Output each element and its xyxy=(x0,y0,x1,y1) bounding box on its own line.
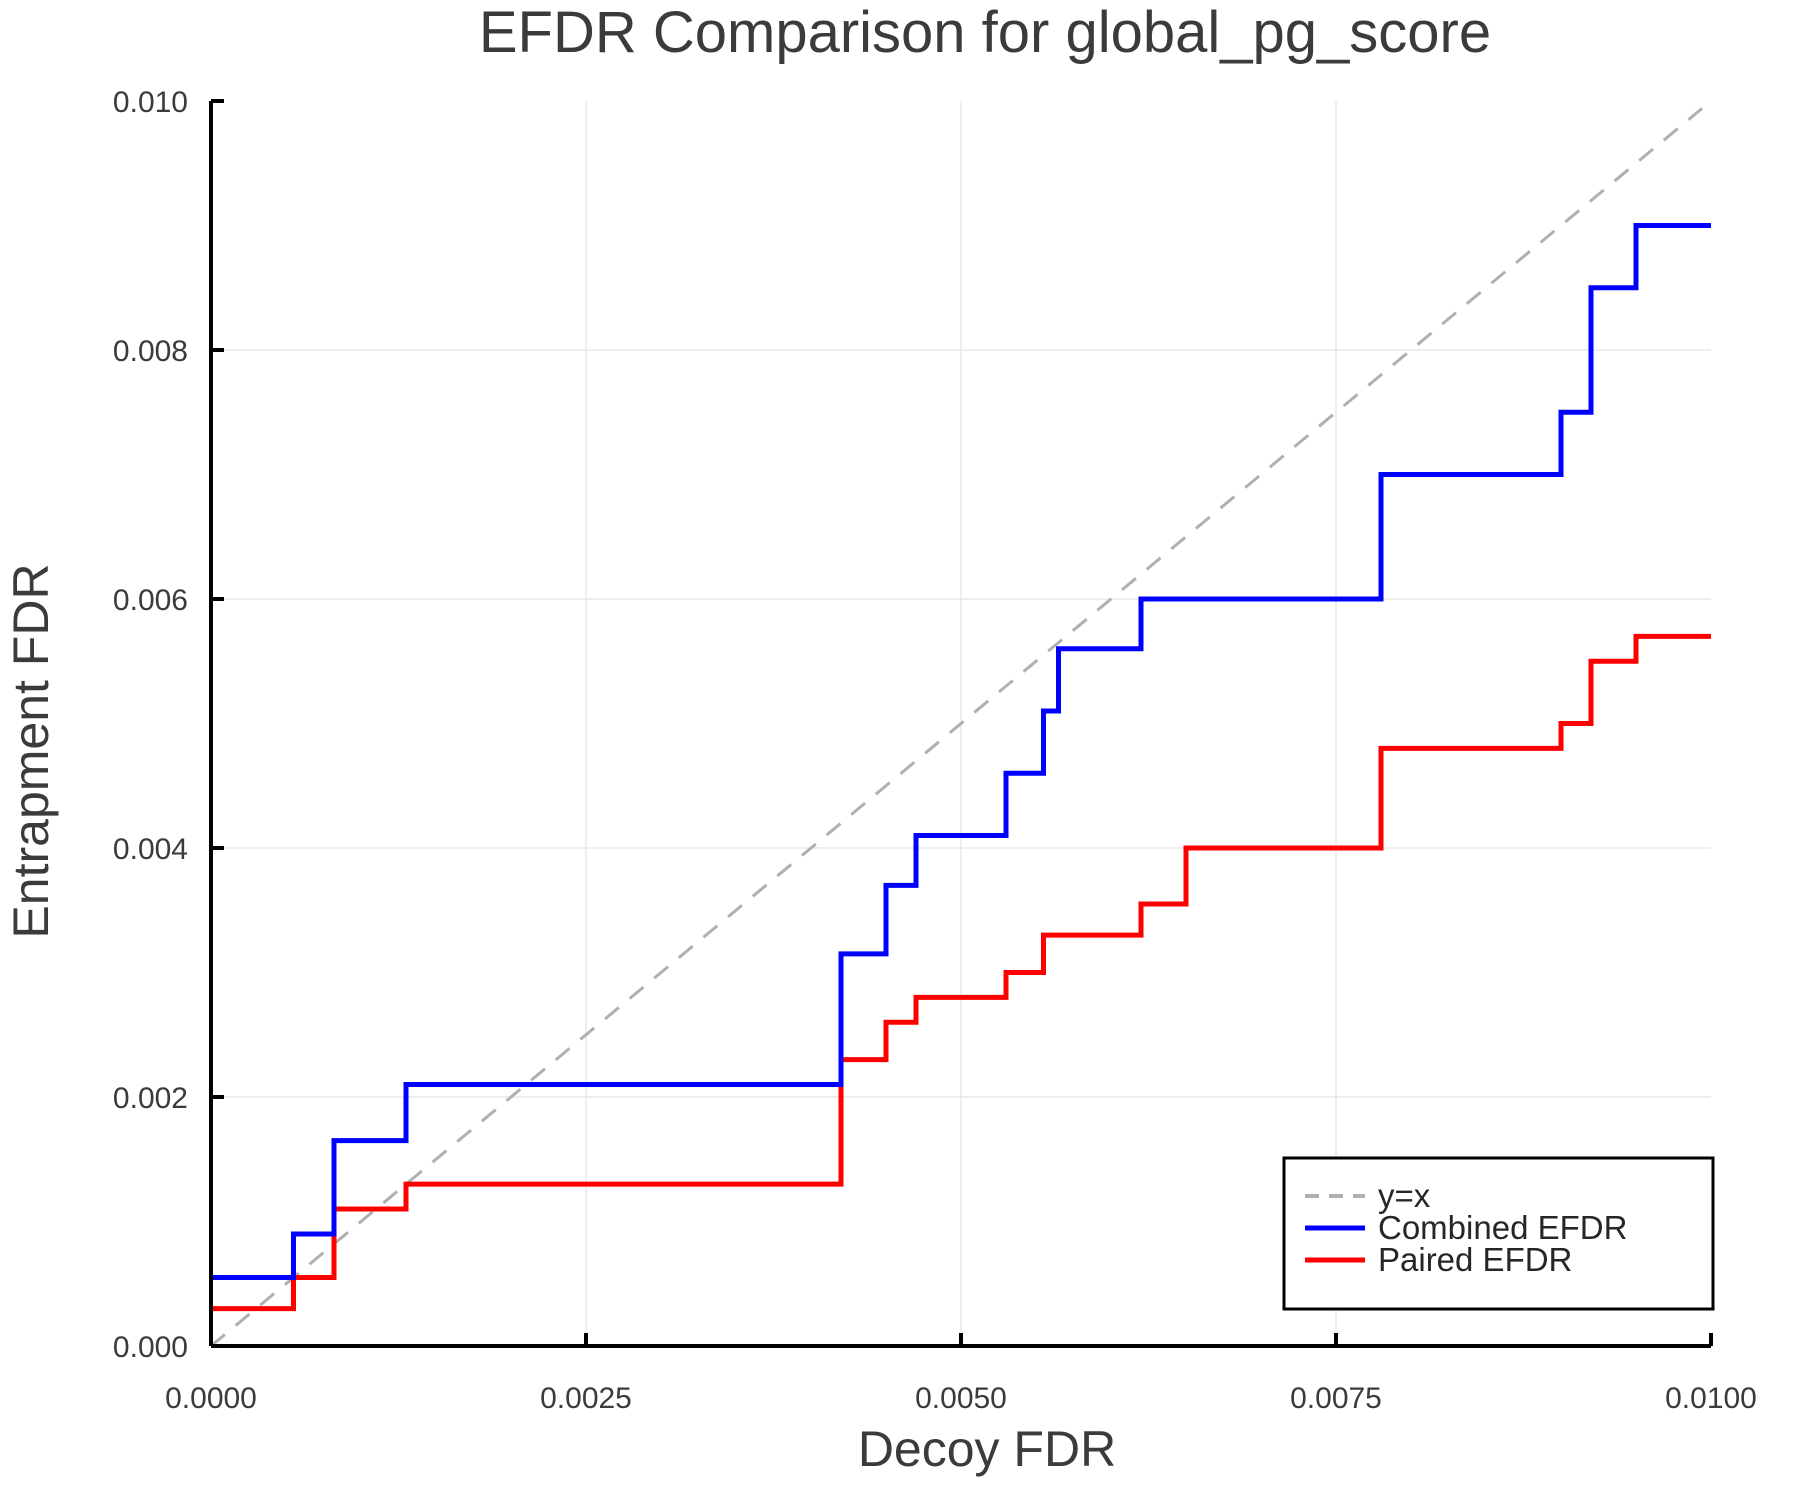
svg-text:0.008: 0.008 xyxy=(113,335,188,368)
svg-text:Paired EFDR: Paired EFDR xyxy=(1378,1241,1572,1278)
svg-text:0.010: 0.010 xyxy=(113,86,188,119)
svg-text:EFDR Comparison for global_pg_: EFDR Comparison for global_pg_score xyxy=(479,0,1491,65)
svg-text:0.0075: 0.0075 xyxy=(1290,1382,1382,1415)
svg-text:0.006: 0.006 xyxy=(113,584,188,617)
svg-text:0.0100: 0.0100 xyxy=(1665,1382,1757,1415)
svg-text:Entrapment FDR: Entrapment FDR xyxy=(3,563,59,938)
svg-text:0.004: 0.004 xyxy=(113,833,188,866)
svg-text:0.000: 0.000 xyxy=(113,1331,188,1364)
svg-text:0.0025: 0.0025 xyxy=(540,1382,632,1415)
svg-text:0.0050: 0.0050 xyxy=(915,1382,1007,1415)
svg-text:Decoy FDR: Decoy FDR xyxy=(858,1421,1116,1477)
svg-text:0.002: 0.002 xyxy=(113,1082,188,1115)
svg-text:0.0000: 0.0000 xyxy=(165,1382,257,1415)
